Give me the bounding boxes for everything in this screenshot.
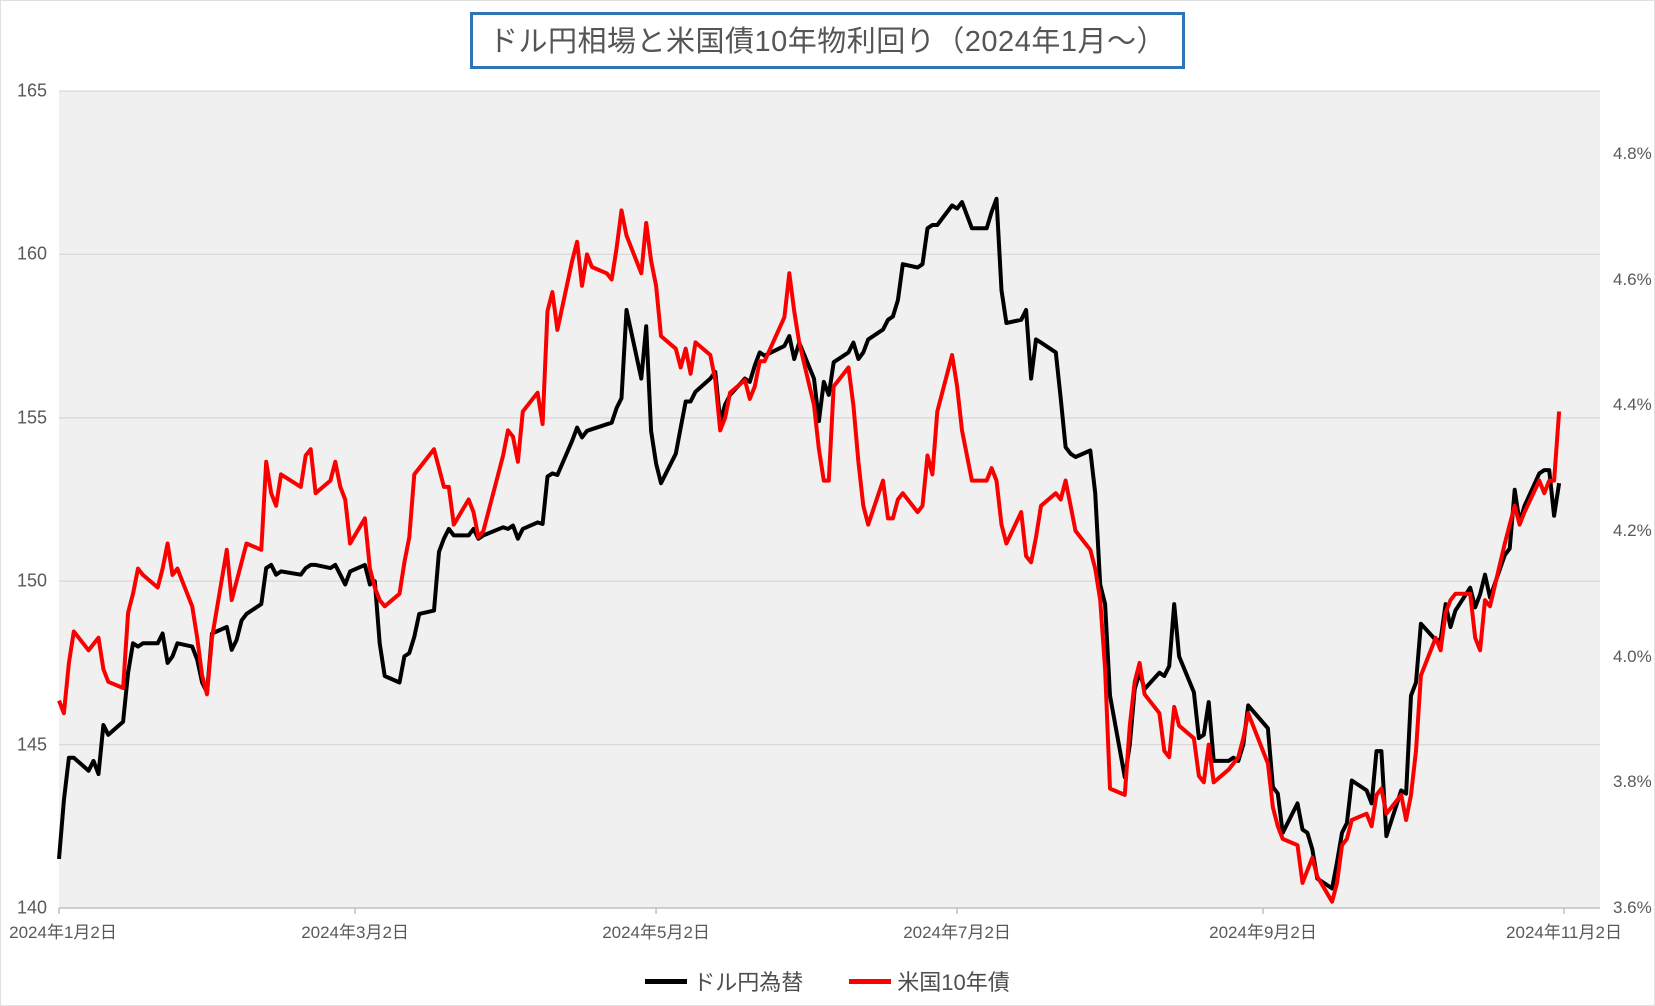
x-axis-label: 2024年9月2日 [1209,923,1317,942]
y-axis-left-label: 150 [16,570,47,591]
legend-swatch-usdjpy-icon [645,978,688,984]
y-axis-right-label: 4.4% [1613,395,1652,415]
legend: ドル円為替 米国10年債 [1,961,1654,1001]
y-axis-left-label: 165 [16,80,47,101]
y-axis-right-label: 4.8% [1613,143,1652,163]
gridlines [59,90,1600,746]
y-axis-left-label: 160 [16,243,47,264]
x-axis-label: 2024年5月2日 [602,923,710,942]
y-axis-left-label: 145 [16,734,47,755]
x-axis-label: 2024年7月2日 [903,923,1011,942]
legend-swatch-ust10y-icon [849,978,892,984]
legend-label-ust10y: 米国10年債 [897,970,1010,995]
ust10y-line-series [57,208,1562,904]
y-axis-right-label: 4.2% [1613,520,1652,540]
y-axis-right-label: 4.6% [1613,269,1652,289]
x-axis-label: 2024年1月2日 [9,923,117,942]
legend-item-usdjpy: ドル円為替 [645,965,803,997]
x-axis-label: 2024年11月2日 [1506,923,1622,942]
x-axis-ticks [58,908,1565,914]
legend-item-ust10y: 米国10年債 [849,965,1010,997]
plot-area-background [59,91,1600,908]
y-axis-right-label: 3.6% [1613,898,1652,917]
y-axis-left-label: 140 [16,897,47,918]
y-axis-right-label: 3.8% [1613,772,1652,792]
y-axis-left-label: 155 [16,407,47,428]
y-axis-right-label: 4.0% [1613,646,1652,666]
x-axis-label: 2024年3月2日 [301,923,409,942]
legend-label-usdjpy: ドル円為替 [693,970,804,995]
